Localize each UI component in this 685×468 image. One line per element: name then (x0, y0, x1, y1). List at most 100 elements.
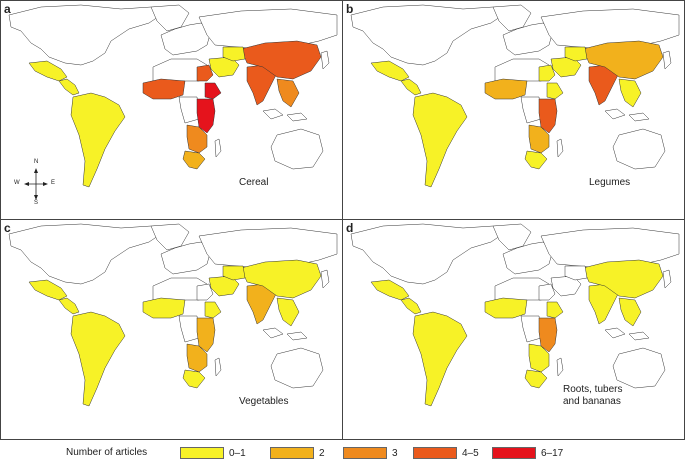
region-china (582, 259, 664, 299)
region-china (240, 259, 322, 299)
land-central-africa (520, 96, 542, 124)
region-south-africa (182, 369, 206, 389)
region-south-africa (524, 150, 548, 170)
legend-item: 3 (343, 446, 398, 460)
legend-item: 2 (270, 446, 325, 460)
region-mexico (370, 60, 410, 82)
land-north-america (8, 223, 162, 285)
region-east-africa (196, 98, 216, 134)
compass-icon (24, 168, 48, 200)
region-mexico (28, 60, 68, 82)
region-southern-africa (186, 124, 208, 154)
region-east-africa (196, 317, 216, 353)
region-east-africa (538, 317, 558, 353)
land-greenland (150, 4, 190, 32)
legend: Number of articles 0–1 2 3 4–5 6–17 (0, 440, 685, 468)
region-southern-africa (528, 124, 550, 154)
legend-swatch (492, 447, 536, 459)
map-panel-cereal: a Cereal N S W E (0, 0, 343, 220)
land-europe (160, 22, 212, 56)
compass-east: E (51, 180, 56, 186)
legend-swatch (343, 447, 387, 459)
region-central-asia (564, 46, 588, 62)
region-southeast-asia (618, 297, 642, 327)
panel-letter: d (346, 221, 354, 235)
land-indonesia (262, 108, 308, 122)
land-australia (270, 347, 324, 389)
legend-swatch (270, 447, 314, 459)
land-japan (320, 50, 330, 70)
region-central-america (58, 297, 80, 315)
panel-label: Cereal (239, 177, 269, 188)
compass-west: W (14, 180, 20, 186)
region-china (582, 40, 664, 80)
region-sahel (196, 64, 214, 82)
panel-letter: c (4, 221, 11, 235)
compass-south: S (34, 200, 39, 206)
panel-label: Vegetables (239, 396, 289, 407)
legend-item: 6–17 (492, 446, 563, 460)
world-map (350, 223, 680, 407)
region-mexico (370, 279, 410, 301)
panel-letter: b (346, 2, 354, 16)
land-europe (160, 241, 212, 275)
land-central-africa (178, 315, 200, 343)
region-southeast-asia (276, 297, 300, 327)
land-madagascar (556, 357, 564, 377)
region-southern-africa (528, 343, 550, 373)
legend-label: 0–1 (229, 447, 246, 459)
land-australia (270, 128, 324, 170)
world-map (8, 223, 338, 407)
region-east-africa (538, 98, 558, 134)
region-central-america (58, 78, 80, 96)
land-central-africa (520, 315, 542, 343)
world-map (8, 4, 338, 188)
region-west-africa (484, 297, 528, 319)
region-south-africa (524, 369, 548, 389)
legend-label: 3 (392, 447, 398, 459)
region-ethiopia (546, 301, 564, 319)
land-north-america (8, 4, 162, 66)
land-australia (612, 128, 666, 170)
region-south-america (412, 311, 468, 407)
land-greenland (150, 223, 190, 251)
legend-swatch (413, 447, 457, 459)
region-central-asia (564, 265, 588, 281)
region-ethiopia (204, 82, 222, 100)
land-north-america (350, 223, 504, 285)
region-central-asia (222, 46, 246, 62)
legend-label: 2 (319, 447, 325, 459)
map-panel-roots-tubers-bananas: d Roots, tubers and bananas (342, 219, 685, 440)
panel-letter: a (4, 2, 11, 16)
land-madagascar (556, 138, 564, 158)
land-central-africa (178, 96, 200, 124)
map-figure: a Cereal N S W E b Legumes c Vegetables … (0, 0, 685, 440)
region-southeast-asia (618, 78, 642, 108)
region-southeast-asia (276, 78, 300, 108)
region-central-asia (222, 265, 246, 281)
region-west-africa (142, 78, 186, 100)
region-central-america (400, 297, 422, 315)
legend-item: 4–5 (413, 446, 479, 460)
region-mexico (28, 279, 68, 301)
legend-item: 0–1 (180, 446, 246, 460)
legend-label: 6–17 (541, 447, 564, 459)
land-europe (502, 22, 554, 56)
region-china (240, 40, 322, 80)
region-sahel (538, 64, 556, 82)
region-central-america (400, 78, 422, 96)
land-japan (662, 269, 672, 289)
region-south-africa (182, 150, 206, 170)
land-indonesia (262, 327, 308, 341)
land-north-america (350, 4, 504, 66)
land-indonesia (604, 327, 650, 341)
region-west-africa (484, 78, 528, 100)
region-ethiopia (204, 301, 222, 319)
legend-title: Number of articles (66, 447, 148, 458)
legend-label: 4–5 (462, 447, 479, 459)
map-panel-vegetables: c Vegetables (0, 219, 343, 440)
land-indonesia (604, 108, 650, 122)
region-sahel (196, 283, 214, 301)
region-southern-africa (186, 343, 208, 373)
region-west-africa (142, 297, 186, 319)
